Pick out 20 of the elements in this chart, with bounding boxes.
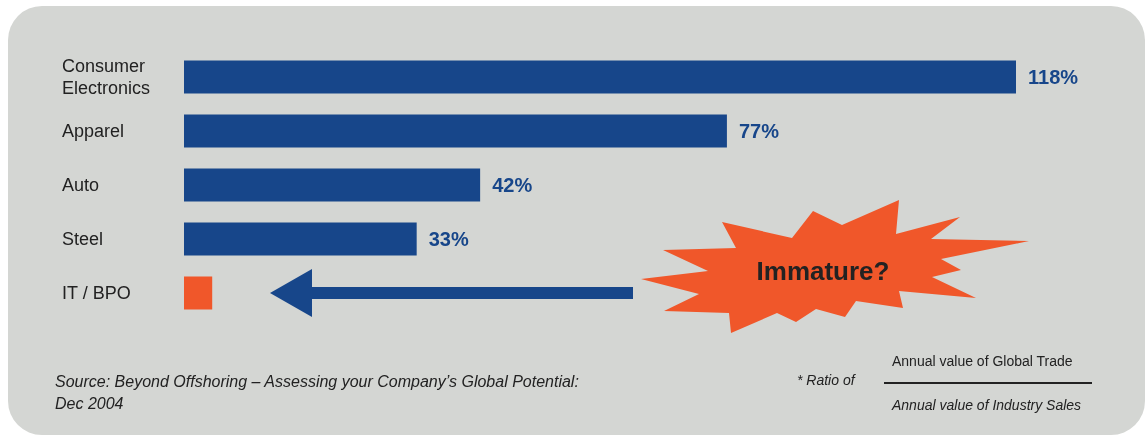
text: Annual value of Global Trade xyxy=(892,353,1073,369)
text: Annual value of Industry Sales xyxy=(892,397,1082,413)
y-tick-label: Auto xyxy=(62,175,100,195)
y-tick-label: IT / BPO xyxy=(62,283,131,303)
text: * Ratio of xyxy=(797,372,855,388)
bar xyxy=(184,222,417,256)
bar xyxy=(184,114,727,148)
annotation: Immature? xyxy=(756,256,890,287)
bar xyxy=(184,168,481,202)
source-note: Source: Beyond Offshoring – Assessing your Company’s Global Potential: xyxy=(55,373,579,391)
data-label: 33% xyxy=(428,228,469,250)
y-tick-label: Consumer Electronics xyxy=(62,56,151,98)
data-label: 77% xyxy=(738,120,780,142)
bar xyxy=(184,60,1016,94)
y-tick-label: Steel xyxy=(62,229,104,249)
y-tick-label: Apparel xyxy=(62,121,125,141)
data-label: 118% xyxy=(1028,66,1079,88)
text: Dec 2004 xyxy=(55,395,124,413)
data-label: 42% xyxy=(492,174,533,196)
bar xyxy=(184,276,213,310)
